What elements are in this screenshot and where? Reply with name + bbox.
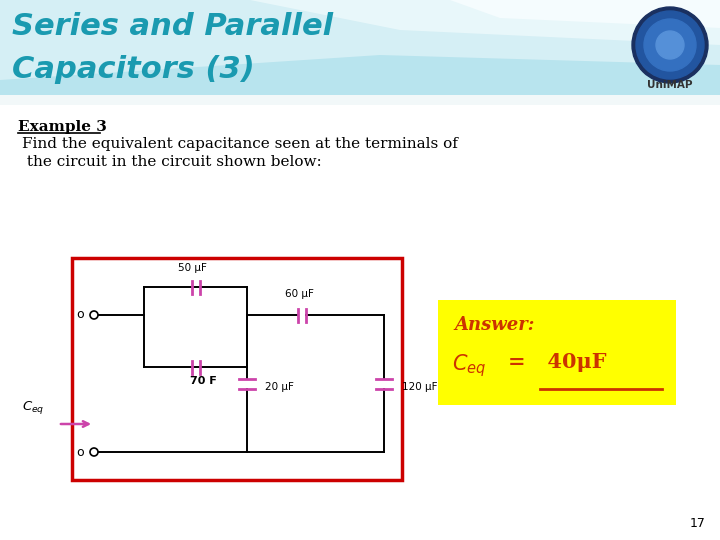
Text: 20 μF: 20 μF (265, 381, 294, 391)
Polygon shape (0, 0, 720, 80)
Bar (72, 258, 402, 480)
Text: $C_{eq}$: $C_{eq}$ (452, 352, 486, 379)
Text: =   40μF: = 40μF (508, 352, 606, 372)
Circle shape (644, 19, 696, 71)
Text: Answer:: Answer: (454, 316, 534, 334)
Text: o: o (76, 446, 84, 458)
Bar (0, 95, 720, 540)
Polygon shape (250, 0, 720, 45)
Circle shape (656, 31, 684, 59)
Text: Find the equivalent capacitance seen at the terminals of: Find the equivalent capacitance seen at … (22, 137, 458, 151)
Text: Example 3: Example 3 (18, 120, 107, 134)
Text: 17: 17 (690, 517, 706, 530)
Text: UniMAP: UniMAP (647, 80, 693, 90)
Bar (0, 0, 720, 108)
Text: o: o (76, 308, 84, 321)
Text: $C_{eq}$: $C_{eq}$ (22, 400, 44, 416)
Circle shape (90, 311, 98, 319)
Text: 50 μF: 50 μF (178, 263, 207, 273)
Text: 60 μF: 60 μF (284, 289, 313, 299)
Text: Series and Parallel: Series and Parallel (12, 12, 333, 41)
Text: 70 F: 70 F (190, 376, 217, 386)
Circle shape (636, 11, 704, 79)
Text: the circuit in the circuit shown below:: the circuit in the circuit shown below: (22, 155, 322, 169)
Circle shape (632, 7, 708, 83)
Circle shape (90, 448, 98, 456)
Bar (438, 300, 676, 405)
Bar (0, 105, 720, 540)
Text: Capacitors (3): Capacitors (3) (12, 55, 255, 84)
Text: 120 μF: 120 μF (402, 381, 438, 391)
Polygon shape (450, 0, 720, 28)
